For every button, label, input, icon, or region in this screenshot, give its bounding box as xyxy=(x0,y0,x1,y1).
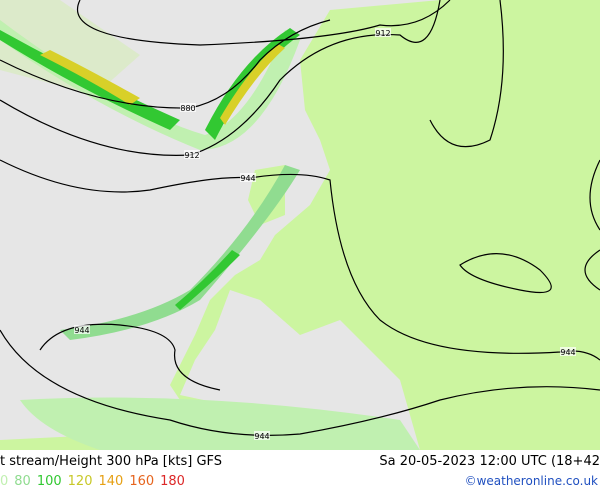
contour-label-bg xyxy=(375,28,391,37)
contour-label-bg xyxy=(74,325,90,334)
contour-label-bg xyxy=(240,173,256,182)
contour-label-bg xyxy=(180,103,196,112)
jet-band xyxy=(20,397,420,450)
footer: t stream/Height 300 hPa [kts] GFS Sa 20-… xyxy=(0,450,600,490)
jet-band xyxy=(175,250,240,310)
footer-title: t stream/Height 300 hPa [kts] GFS xyxy=(0,454,223,469)
contour-label: 944 xyxy=(254,432,269,441)
greenland xyxy=(0,0,140,95)
legend-entry: 140 xyxy=(98,474,124,489)
contour-label: 944 xyxy=(240,174,255,183)
legend-entry: 120 xyxy=(67,474,93,489)
legend-entry: 180 xyxy=(160,474,185,489)
legend-entry: 100 xyxy=(36,474,62,489)
jet-core xyxy=(220,44,285,125)
contour-label: 944 xyxy=(74,326,89,335)
legend-entry: 0 xyxy=(0,474,9,489)
map: 912 880 912 944 944 944 944 xyxy=(0,0,600,450)
contour-label: 912 xyxy=(375,29,390,38)
legend-entry: 160 xyxy=(129,474,155,489)
contours xyxy=(0,0,600,436)
credit[interactable]: ©weatheronline.co.uk xyxy=(464,474,598,488)
contour-label: 912 xyxy=(184,151,199,160)
contour-label-bg xyxy=(560,347,576,356)
legend-entry: 80 xyxy=(14,474,31,489)
footer-datetime: Sa 20-05-2023 12:00 UTC (18+42 xyxy=(379,454,600,469)
jet-core xyxy=(40,50,140,105)
contour-label: 944 xyxy=(560,348,575,357)
britain xyxy=(248,165,285,225)
contour-label-bg xyxy=(184,150,200,159)
contour-label-bg xyxy=(254,431,270,440)
europe-land xyxy=(0,0,600,450)
legend: 0 80 100 120 140 160 180 xyxy=(0,474,191,489)
jet-band-outer xyxy=(0,20,300,150)
contour-label: 880 xyxy=(180,104,195,113)
